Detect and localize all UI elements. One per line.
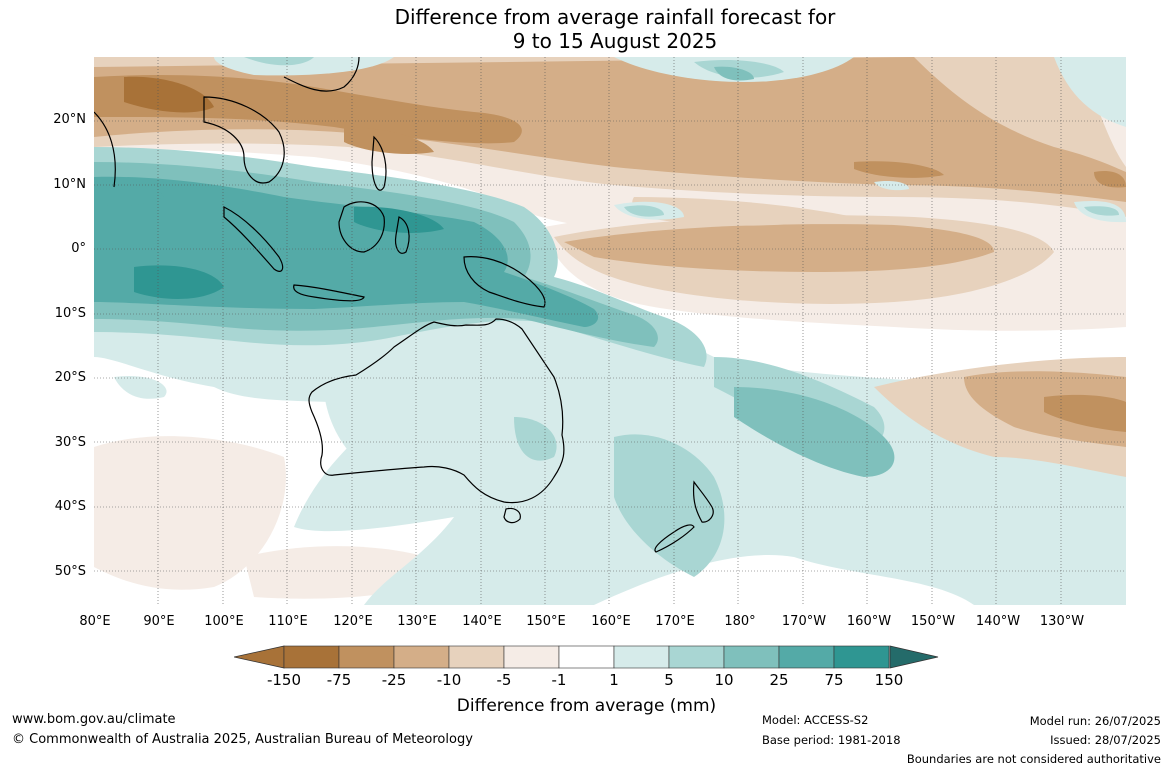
- south-east-dry-band: [874, 357, 1126, 477]
- australia-coastline: [308, 318, 565, 504]
- colorbar-cell: [613, 645, 670, 669]
- colorbar-label: 25: [769, 671, 789, 689]
- lon-label-160w: 160°W: [846, 614, 892, 629]
- colorbar-label: -5: [496, 671, 512, 689]
- model-name: Model: ACCESS-S2: [762, 713, 869, 727]
- lat-label-10s: 10°S: [54, 306, 86, 321]
- lon-label-150e: 150°E: [526, 614, 566, 629]
- lon-label-170e: 170°E: [655, 614, 695, 629]
- colorbar: [234, 645, 939, 669]
- tasmania-coastline: [503, 507, 521, 524]
- colorbar-label: 5: [664, 671, 674, 689]
- lon-label-170w: 170°W: [781, 614, 827, 629]
- lon-label-110e: 110°E: [268, 614, 308, 629]
- asia-coastline: [283, 57, 360, 92]
- colorbar-cell: [448, 645, 505, 669]
- website-link[interactable]: www.bom.gov.au/climate: [12, 712, 176, 727]
- lon-label-90e: 90°E: [143, 614, 175, 629]
- lon-label-80e: 80°E: [79, 614, 111, 629]
- base-period: Base period: 1981-2018: [762, 733, 901, 747]
- colorbar-arrow-left: [234, 645, 285, 669]
- colorbar-cell: [503, 645, 560, 669]
- colorbar-cell: [558, 645, 615, 669]
- colorbar-label: 150: [874, 671, 904, 689]
- copyright-text: © Commonwealth of Australia 2025, Austra…: [12, 732, 473, 747]
- philippines-coastline: [371, 135, 387, 191]
- lon-label-180: 180°: [724, 614, 756, 629]
- colorbar-label: -1: [551, 671, 567, 689]
- colorbar-cell: [668, 645, 725, 669]
- lon-label-140w: 140°W: [975, 614, 1021, 629]
- lon-label-130w: 130°W: [1039, 614, 1085, 629]
- indochina-coastline: [203, 96, 285, 184]
- title-line-2: 9 to 15 August 2025: [512, 29, 718, 53]
- lon-label-150w: 150°W: [910, 614, 956, 629]
- colorbar-label: 1: [609, 671, 619, 689]
- colorbar-cell: [283, 645, 340, 669]
- colorbar-cell: [833, 645, 890, 669]
- colorbar-cell: [723, 645, 780, 669]
- lat-label-50s: 50°S: [54, 564, 86, 579]
- rainfall-map: [94, 57, 1126, 605]
- borneo-coastline: [338, 201, 385, 253]
- new-guinea-coastline: [463, 256, 546, 308]
- colorbar-label: -150: [266, 671, 302, 689]
- equatorial-dry-band: [544, 197, 1126, 331]
- model-run-date: Model run: 26/07/2025: [1029, 714, 1161, 728]
- new-zealand-south-coastline: [654, 524, 695, 553]
- colorbar-label: -10: [436, 671, 462, 689]
- colorbar-title: Difference from average (mm): [456, 696, 717, 716]
- sulawesi-coastline: [394, 216, 410, 254]
- lat-label-40s: 40°S: [54, 499, 86, 514]
- boundaries-disclaimer: Boundaries are not considered authoritat…: [906, 752, 1161, 766]
- pacific-small-features: [614, 66, 1126, 223]
- lat-label-10n: 10°N: [53, 177, 86, 192]
- lon-label-140e: 140°E: [462, 614, 502, 629]
- colorbar-label: -75: [326, 671, 352, 689]
- lon-label-130e: 130°E: [397, 614, 437, 629]
- issued-date: Issued: 28/07/2025: [1050, 733, 1161, 747]
- graticule: [94, 57, 1126, 605]
- java-coastline: [293, 284, 365, 302]
- colorbar-label: 10: [714, 671, 734, 689]
- lon-label-100e: 100°E: [204, 614, 244, 629]
- colorbar-label: -25: [381, 671, 407, 689]
- lat-label-0: 0°: [71, 241, 86, 256]
- colorbar-cell: [338, 645, 395, 669]
- sumatra-coastline: [223, 206, 284, 272]
- colorbar-label: 75: [824, 671, 844, 689]
- lat-label-20s: 20°S: [54, 370, 86, 385]
- lat-label-20n: 20°N: [53, 112, 86, 127]
- lon-label-120e: 120°E: [333, 614, 373, 629]
- new-zealand-north-coastline: [692, 480, 714, 523]
- colorbar-arrow-right: [889, 645, 939, 669]
- colorbar-cell: [778, 645, 835, 669]
- title-line-1: Difference from average rainfall forecas…: [394, 5, 836, 29]
- map-title: Difference from average rainfall forecas…: [0, 5, 1173, 53]
- lon-label-160e: 160°E: [591, 614, 631, 629]
- coastlines: [94, 57, 714, 553]
- india-coastline: [94, 111, 116, 188]
- lat-label-30s: 30°S: [54, 435, 86, 450]
- colorbar-cell: [393, 645, 450, 669]
